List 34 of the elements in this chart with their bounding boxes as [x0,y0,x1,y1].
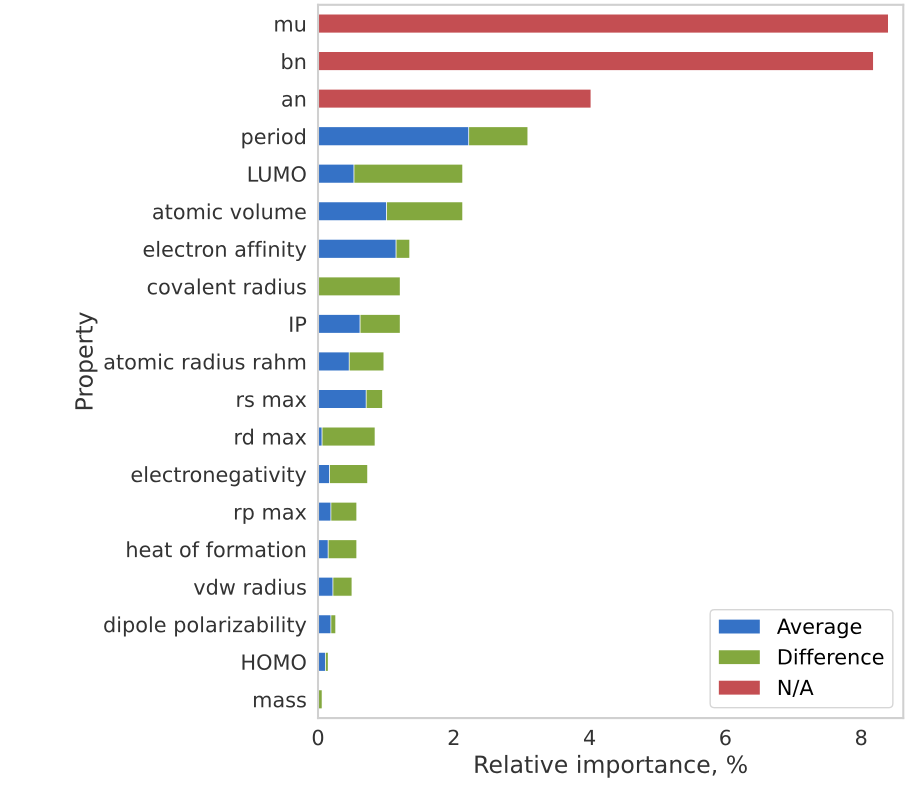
y-axis-title: Property [75,312,98,410]
y-tick-label: electron affinity [144,240,306,262]
bar [318,14,889,34]
x-tick-label: 8 [856,730,866,746]
y-tick-label: IP [290,316,306,332]
y-tick-label: rp max [234,508,306,524]
y-tick-label: heat of formation [127,541,306,558]
y-tick-label: atomic volume [153,203,306,220]
bar [322,426,376,446]
bar [318,88,592,108]
y-tick-label: vdw radius [194,578,306,595]
x-tick-label: 2 [448,730,458,746]
y-tick-label: LUMO [248,166,306,182]
y-tick-label: rs max [237,395,306,408]
y-tick-label: mass [254,696,306,708]
y-tick-label: mu [275,20,306,32]
x-tick-label: 6 [720,730,731,746]
y-tick-label: atomic radius rahm [104,354,306,370]
y-tick-label: bn [282,53,306,70]
y-tick-label: HOMO [242,654,306,670]
y-tick-label: dipole polarizability [104,616,306,636]
x-tick-label: 4 [584,730,596,746]
x-axis-title: Relative importance, % [475,754,747,778]
legend-label: Difference [778,648,884,665]
y-tick-label: rd max [235,428,306,445]
bar [318,276,401,296]
y-tick-label: an [282,94,306,107]
y-tick-label: electronegativity [132,466,306,486]
bar [318,51,874,71]
x-tick-label: 0 [312,730,324,746]
y-tick-label: covalent radius [148,278,306,295]
y-tick-label: period [242,128,305,148]
legend-label: Average [776,618,862,638]
legend-label: N/A [778,680,814,697]
